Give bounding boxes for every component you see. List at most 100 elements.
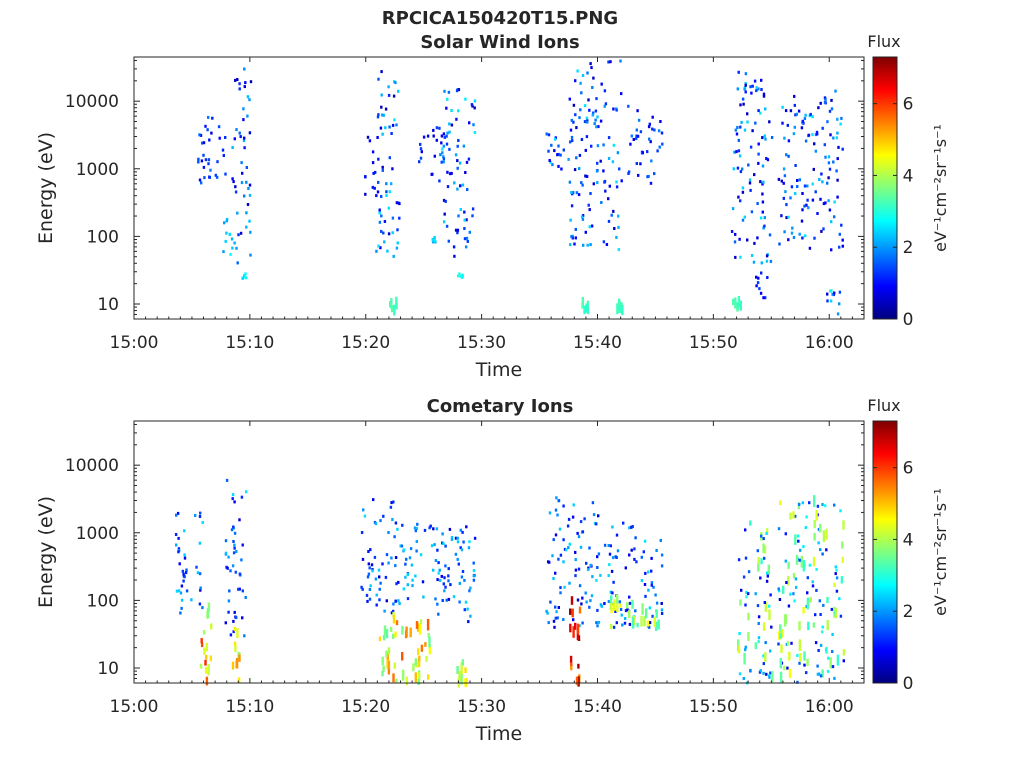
spectrogram-cell — [419, 156, 423, 160]
spectrogram-cell — [616, 603, 619, 612]
spectrogram-cell — [391, 216, 395, 220]
spectrogram-cell — [466, 607, 469, 611]
spectrogram-cell — [199, 663, 203, 669]
spectrogram-cell — [418, 655, 421, 662]
spectrogram-cell — [801, 501, 804, 505]
spectrogram-cell — [835, 576, 839, 580]
spectrogram-cell — [831, 633, 834, 636]
spectrogram-cell — [744, 603, 747, 607]
spectrogram-cell — [789, 109, 793, 113]
spectrogram-cell — [618, 167, 621, 171]
spectrogram-cell — [222, 250, 225, 254]
spectrogram-cell — [417, 679, 420, 685]
spectrogram-cell — [646, 620, 650, 627]
spectrogram-cell — [655, 549, 658, 552]
spectrogram-cell — [246, 203, 250, 206]
spectrogram-cell — [804, 113, 807, 117]
spectrogram-cell — [619, 603, 622, 608]
spectrogram-cell — [806, 576, 809, 580]
spectrogram-cell — [592, 182, 595, 186]
spectrogram-cell — [804, 526, 807, 530]
spectrogram-cell — [794, 113, 797, 117]
spectrogram-cell — [181, 569, 184, 573]
spectrogram-cell — [656, 149, 659, 153]
spectrogram-cell — [469, 614, 472, 618]
spectrogram-cell — [557, 499, 561, 503]
spectrogram-cell — [643, 615, 646, 627]
spectrogram-cell — [648, 606, 651, 610]
spectrogram-cell — [436, 548, 439, 552]
colorbar-unit-label: eV⁻¹cm⁻²sr⁻¹s⁻¹ — [931, 488, 950, 616]
spectrogram-cell — [578, 116, 581, 120]
spectrogram-cell — [822, 603, 825, 607]
spectrogram-cell — [755, 89, 758, 93]
spectrogram-cell — [360, 531, 364, 534]
spectrogram-cell — [441, 532, 444, 536]
spectrogram-cell — [554, 533, 558, 537]
spectrogram-cell — [748, 178, 752, 182]
spectrogram-cell — [463, 237, 467, 241]
spectrogram-cell — [830, 248, 833, 252]
spectrogram-cell — [434, 559, 438, 562]
spectrogram-cell — [576, 629, 580, 641]
spectrogram-cell — [660, 564, 664, 568]
spectrogram-cell — [734, 128, 737, 132]
spectrogram-cell — [643, 539, 647, 543]
spectrogram-cell — [739, 125, 742, 129]
spectrogram-cell — [362, 508, 365, 512]
spectrogram-cell — [224, 539, 228, 543]
spectrogram-cell — [586, 71, 589, 75]
spectrogram-cell — [227, 555, 230, 559]
spectrogram-cell — [762, 662, 765, 666]
spectrogram-cell — [830, 220, 833, 224]
spectrogram-cell — [430, 172, 433, 176]
spectrogram-cell — [418, 623, 422, 635]
spectrogram-cell — [604, 189, 607, 193]
spectrogram-cell — [841, 238, 844, 242]
spectrogram-cell — [615, 235, 618, 239]
spectrogram-cell — [234, 570, 237, 574]
spectrogram-cell — [243, 634, 246, 638]
spectrogram-cell — [463, 608, 466, 612]
spectrogram-cell — [639, 162, 642, 166]
spectrogram-cell — [430, 544, 434, 548]
spectrogram-cell — [785, 216, 788, 220]
spectrogram-cell — [615, 185, 619, 189]
spectrogram-cell — [831, 650, 834, 653]
spectrogram-cell — [417, 672, 421, 685]
spectrogram-cell — [839, 122, 842, 126]
spectrogram-cell — [768, 120, 771, 124]
spectrogram-cell — [760, 261, 763, 265]
spectrogram-cell — [838, 597, 841, 601]
spectrogram-cell — [817, 106, 820, 110]
spectrogram-cell — [731, 207, 735, 211]
spectrogram-cell — [835, 589, 839, 593]
spectrogram-cell — [819, 613, 822, 616]
spectrogram-cell — [175, 589, 179, 593]
spectrogram-cell — [198, 541, 202, 545]
spectrogram-cell — [771, 671, 774, 683]
spectrogram-cell — [437, 571, 440, 575]
spectrogram-cell — [384, 126, 387, 130]
panel-title: Solar Wind Ions — [420, 32, 579, 53]
spectrogram-cell — [580, 215, 584, 219]
spectrogram-cell — [740, 120, 743, 124]
spectrogram-cell — [456, 144, 459, 148]
spectrogram-cell — [369, 548, 372, 552]
panel-title: Cometary Ions — [427, 396, 574, 417]
spectrogram-cell — [783, 136, 786, 140]
spectrogram-cell — [821, 552, 824, 556]
spectrogram-cell — [828, 109, 832, 113]
spectrogram-cell — [578, 153, 582, 157]
spectrogram-cell — [826, 299, 829, 303]
spectrogram-cell — [562, 538, 565, 542]
spectrogram-cell — [448, 527, 452, 531]
spectrogram-cell — [569, 243, 572, 247]
spectrogram-cell — [406, 597, 410, 601]
spectrogram-cell — [574, 550, 577, 554]
spectrogram-cell — [585, 116, 589, 120]
spectrogram-cell — [377, 157, 380, 161]
spectrogram-cell — [747, 612, 750, 621]
spectrogram-cell — [595, 125, 598, 129]
spectrogram-cell — [380, 93, 383, 97]
